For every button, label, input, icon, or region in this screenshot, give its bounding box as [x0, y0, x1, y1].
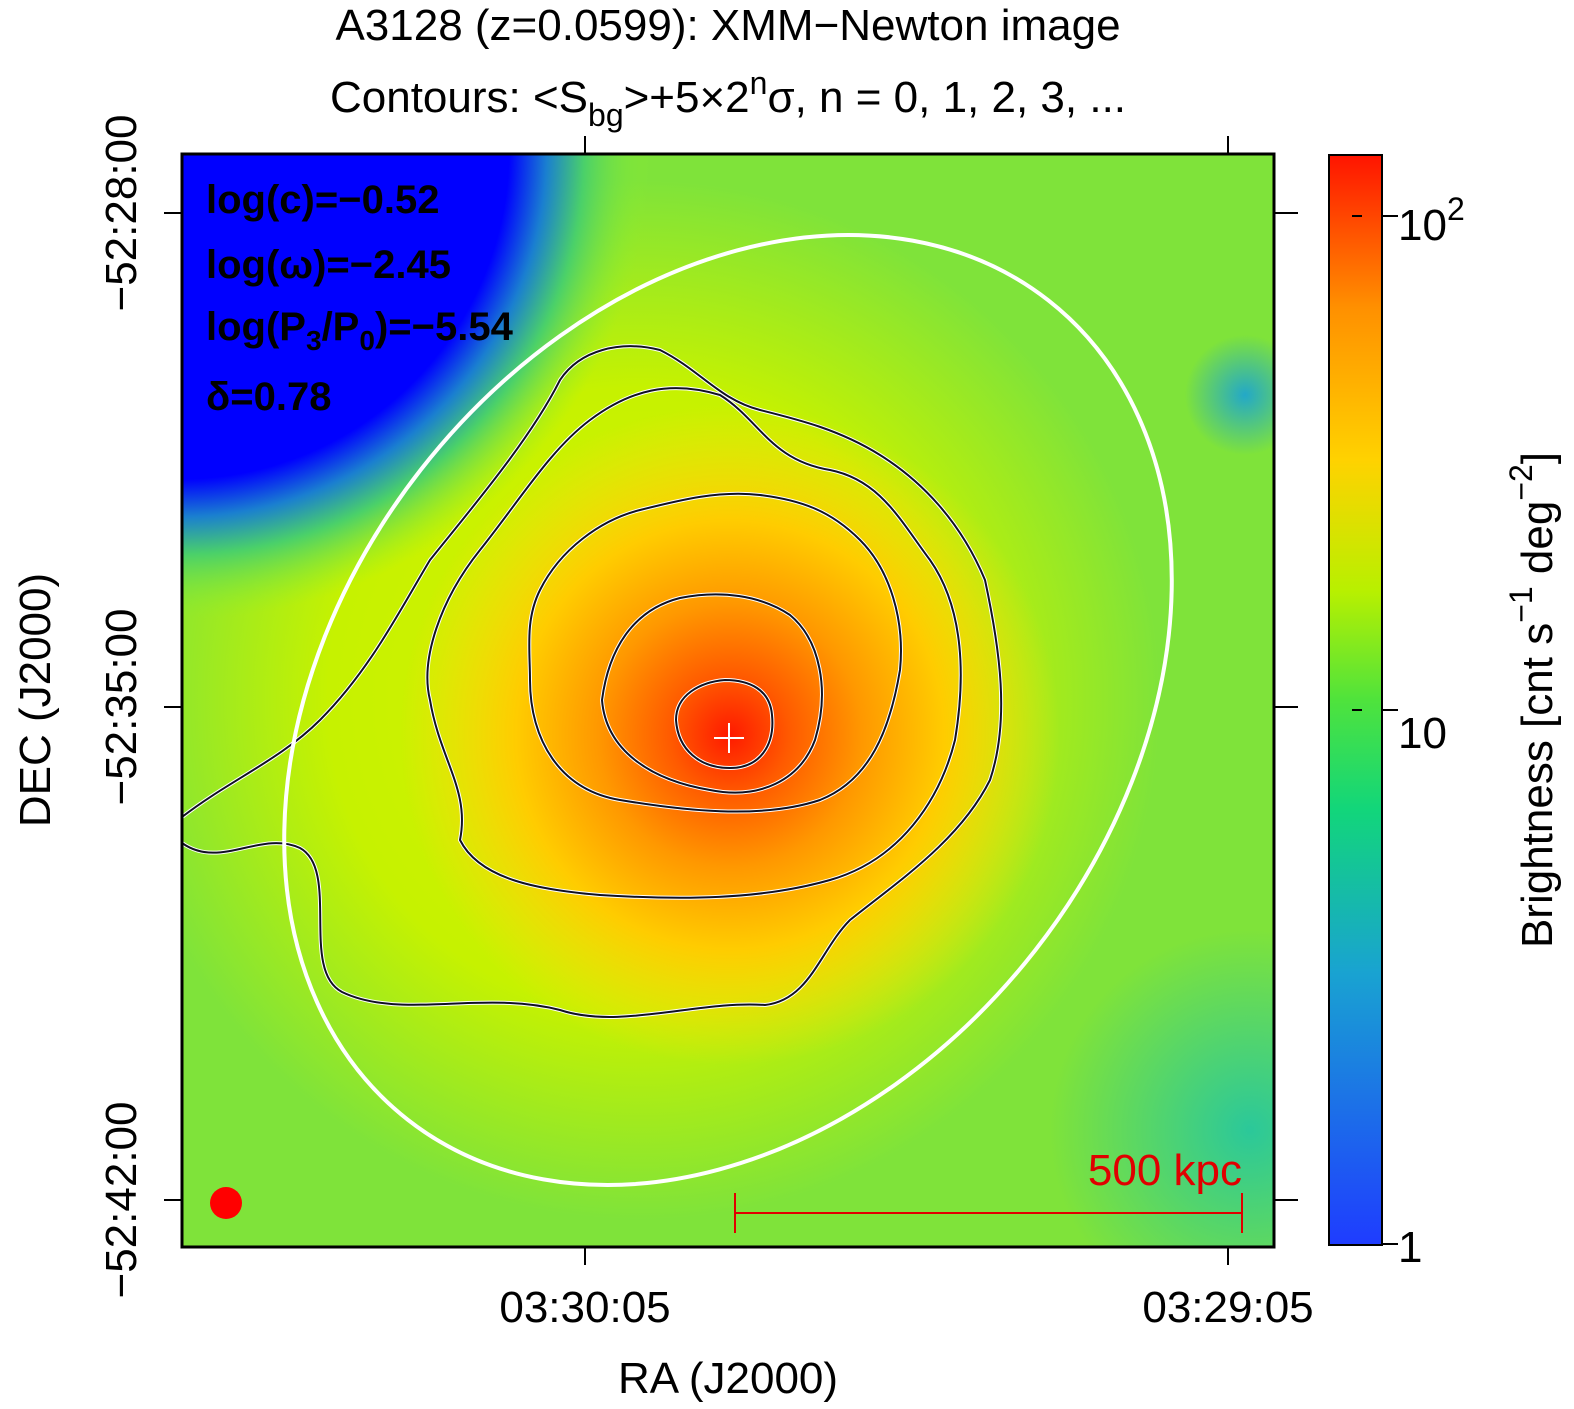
- cluster-emission: [182, 154, 1274, 1247]
- annotation-log-p-prefix: log(P: [206, 305, 306, 349]
- annotation-log-p-mid: /P: [322, 305, 360, 349]
- annotation-log-p-suffix: )=−5.54: [375, 305, 514, 349]
- y-axis-label: DEC (J2000): [11, 573, 60, 827]
- colorbar-tick-100-exp: 2: [1447, 191, 1465, 227]
- colorbar-ticks: [1352, 215, 1398, 1245]
- chart-subtitle: Contours: <Sbg>+5×2nσ, n = 0, 1, 2, 3, .…: [330, 65, 1126, 133]
- annotation-log-omega: log(ω)=−2.45: [206, 243, 451, 287]
- x-tick-label-1: 03:29:05: [1142, 1283, 1313, 1332]
- y-tick-label-0: −52:28:00: [97, 115, 146, 312]
- colorbar-tick-10: 10: [1398, 709, 1447, 758]
- psf-marker: [210, 1187, 242, 1219]
- scale-bar-label: 500 kpc: [1088, 1146, 1242, 1195]
- subtitle-prefix: Contours: <S: [330, 73, 588, 122]
- y-tick-label-1: −52:35:00: [97, 609, 146, 806]
- annotation-log-c: log(c)=−0.52: [206, 178, 439, 222]
- colorbar-label-exp1: −1: [1503, 586, 1539, 622]
- image-panel: 500 kpc log(c)=−0.52 log(ω)=−2.45 log(P3…: [182, 154, 1274, 1247]
- x-tick-label-0: 03:30:05: [499, 1283, 670, 1332]
- scale-bar: [734, 1193, 1243, 1233]
- annotation-log-p-sub1: 3: [306, 325, 322, 356]
- colorbar-label-exp2: −2: [1503, 464, 1539, 500]
- colorbar-tick-100-base: 10: [1398, 201, 1447, 250]
- contour-level-4-line: [600, 593, 823, 794]
- colorbar-label-deg: deg: [1513, 501, 1562, 587]
- colorbar-label-main: Brightness [cnt s: [1513, 623, 1562, 948]
- image-frame: [180, 152, 1276, 1249]
- annotation-log-p-sub2: 0: [359, 325, 375, 356]
- annotation-delta: δ=0.78: [206, 375, 331, 419]
- contour-group: [182, 344, 1004, 1019]
- subtitle-sub-bg: bg: [588, 97, 624, 133]
- colorbar-gradient: [1328, 154, 1383, 1246]
- colorbar-label-close: ]: [1513, 452, 1562, 464]
- colorbar-tick-1: 1: [1398, 1223, 1422, 1272]
- frame-ticks: [164, 136, 1298, 1265]
- colorbar-tick-100: 102: [1398, 191, 1465, 250]
- subtitle-suffix: σ, n = 0, 1, 2, 3, ...: [767, 73, 1126, 122]
- aperture-ellipse: [282, 233, 1174, 1187]
- x-axis-label: RA (J2000): [618, 1354, 838, 1403]
- chart-title: A3128 (z=0.0599): XMM−Newton image: [335, 1, 1120, 50]
- peak-marker: [714, 723, 744, 753]
- colorbar-label: Brightness [cnt s−1 deg−2]: [1503, 452, 1562, 948]
- subtitle-sup-n: n: [750, 65, 768, 101]
- y-tick-label-2: −52:42:00: [97, 1102, 146, 1299]
- contour-level-5-line: [674, 678, 774, 770]
- colorbar: 1 10 102 Brightness [cnt s−1 deg−2]: [1328, 154, 1562, 1272]
- annotation-log-p: log(P3/P0)=−5.54: [206, 305, 514, 356]
- subtitle-mid: >+5×2: [624, 73, 750, 122]
- contour-level-3-line: [528, 492, 902, 813]
- contour-level-1-line: [182, 345, 1003, 1018]
- contour-level-2-line: [426, 387, 962, 899]
